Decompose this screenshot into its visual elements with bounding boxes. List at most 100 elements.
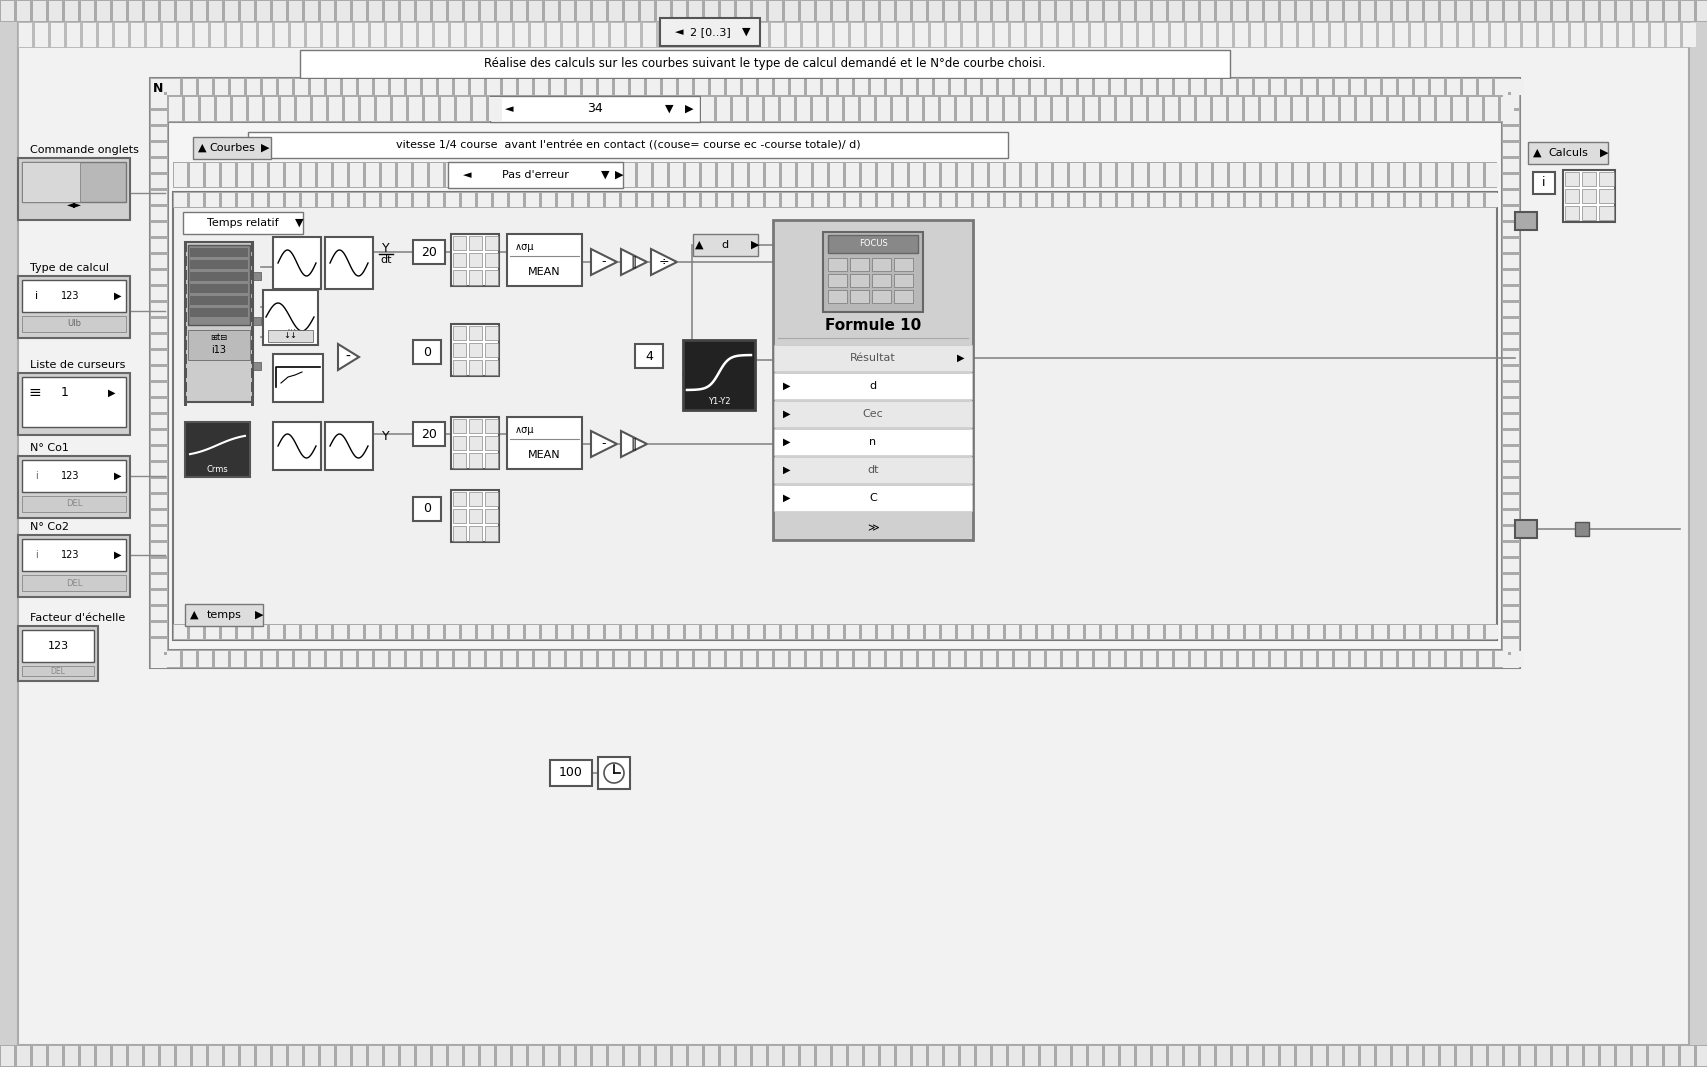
Bar — [65, 1046, 79, 1066]
Bar — [254, 625, 266, 639]
Bar — [1516, 520, 1536, 538]
Bar — [1005, 625, 1019, 639]
Bar — [17, 1046, 31, 1066]
Bar — [894, 258, 913, 271]
Bar — [818, 1046, 830, 1066]
Bar — [760, 79, 772, 95]
Bar — [401, 1046, 415, 1066]
Bar — [1261, 193, 1275, 207]
Bar — [67, 23, 80, 47]
Bar — [584, 651, 596, 667]
Bar — [1502, 527, 1519, 540]
Text: ▶: ▶ — [114, 291, 121, 301]
Bar — [434, 1046, 446, 1066]
Bar — [611, 23, 625, 47]
Bar — [888, 79, 900, 95]
Bar — [1442, 23, 1456, 47]
Bar — [1284, 23, 1296, 47]
Bar — [410, 97, 422, 121]
Bar — [1374, 163, 1388, 187]
Bar — [606, 193, 620, 207]
Text: -: - — [603, 255, 606, 269]
Bar — [1197, 97, 1210, 121]
Bar — [504, 79, 516, 95]
Bar — [862, 625, 876, 639]
Bar — [1454, 193, 1466, 207]
Bar — [1302, 79, 1316, 95]
Bar — [473, 97, 486, 121]
Bar — [529, 1, 543, 21]
Bar — [183, 651, 196, 667]
Bar — [478, 193, 492, 207]
Bar — [828, 235, 918, 253]
Text: ▶: ▶ — [784, 381, 790, 391]
Bar — [365, 163, 379, 187]
Bar — [592, 1, 606, 21]
Bar — [1151, 625, 1162, 639]
Bar — [468, 236, 481, 250]
Bar — [1565, 189, 1579, 203]
Bar — [1021, 97, 1034, 121]
Text: 123: 123 — [61, 471, 79, 481]
Bar — [22, 162, 126, 202]
Bar — [707, 23, 720, 47]
Bar — [406, 79, 420, 95]
Bar — [1502, 575, 1519, 588]
Bar — [1367, 651, 1379, 667]
Text: Formule 10: Formule 10 — [824, 318, 922, 333]
Bar — [1448, 651, 1459, 667]
Bar — [1174, 79, 1188, 95]
Bar — [1239, 651, 1251, 667]
Bar — [686, 163, 698, 187]
Bar — [398, 163, 411, 187]
Text: 1: 1 — [61, 386, 68, 399]
Bar — [966, 651, 980, 667]
Bar — [19, 158, 130, 220]
Bar — [287, 163, 299, 187]
Bar — [1502, 127, 1519, 140]
Bar — [724, 23, 736, 47]
Text: dt: dt — [381, 255, 391, 265]
Bar — [1191, 651, 1203, 667]
Bar — [1441, 1, 1454, 21]
Bar — [702, 625, 715, 639]
Bar — [485, 418, 497, 433]
Bar — [1407, 193, 1419, 207]
Bar — [958, 163, 971, 187]
Bar — [150, 639, 167, 652]
Bar — [22, 666, 94, 676]
Bar — [273, 1, 287, 21]
Bar — [1506, 1046, 1518, 1066]
Bar — [1232, 1, 1246, 21]
Bar — [1395, 23, 1408, 47]
Bar — [386, 1, 398, 21]
Bar — [1664, 1, 1678, 21]
Bar — [1294, 163, 1308, 187]
Bar — [430, 163, 444, 187]
Bar — [439, 79, 452, 95]
Bar — [208, 1046, 222, 1066]
Bar — [782, 193, 795, 207]
Bar — [847, 163, 859, 187]
Bar — [251, 242, 254, 252]
Bar — [278, 79, 292, 95]
Text: ▶: ▶ — [751, 240, 760, 250]
Text: i13: i13 — [212, 345, 227, 355]
Bar — [130, 1, 142, 21]
Bar — [321, 1046, 335, 1066]
Bar — [318, 625, 331, 639]
Bar — [775, 79, 789, 95]
Text: C: C — [869, 493, 877, 503]
Bar — [1053, 193, 1067, 207]
Bar — [574, 193, 587, 207]
Bar — [208, 1, 222, 21]
Bar — [754, 23, 768, 47]
Bar — [490, 96, 700, 122]
Bar — [727, 651, 741, 667]
Bar — [263, 290, 318, 345]
Bar — [150, 95, 167, 108]
Bar — [485, 509, 497, 523]
Bar — [430, 625, 444, 639]
Bar — [1582, 172, 1596, 186]
Bar — [1420, 97, 1434, 121]
